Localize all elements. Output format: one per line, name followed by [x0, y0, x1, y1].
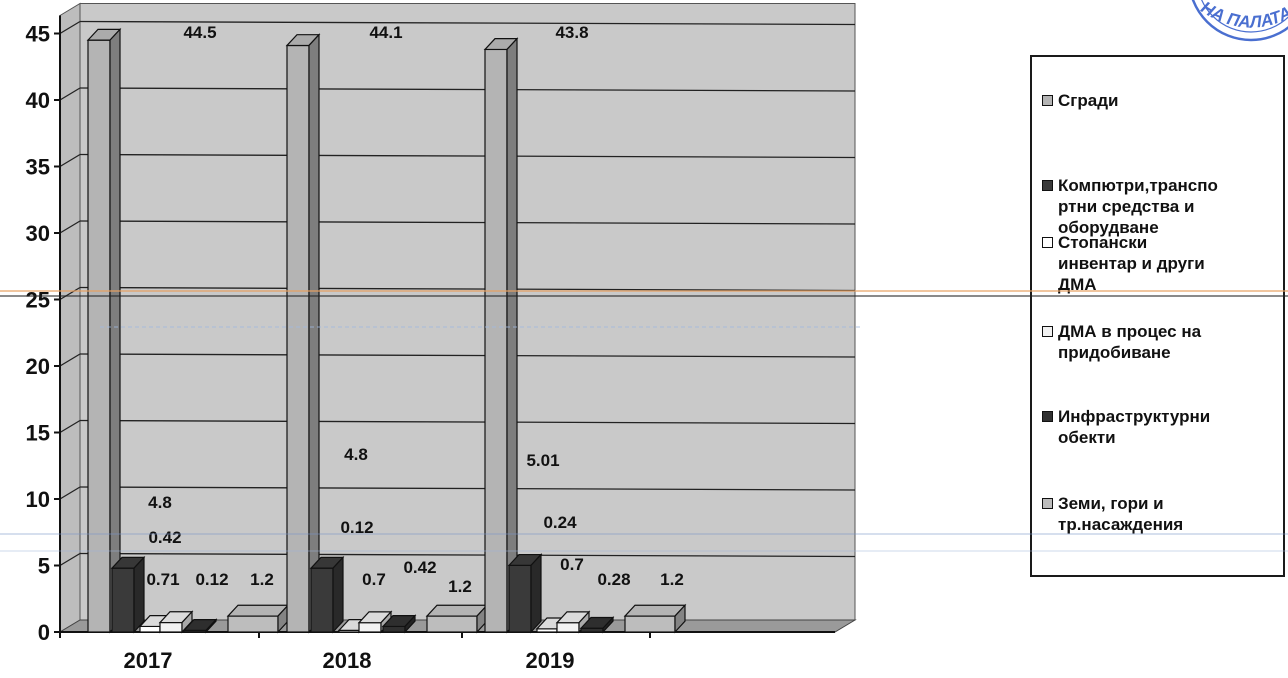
y-tick-label: 0: [38, 620, 50, 645]
bar-2017-acquisition: [159, 621, 183, 633]
bar-2017-infrastructure-side: [205, 618, 217, 634]
data-label: 1.2: [448, 577, 472, 596]
gridline-side: [59, 552, 81, 567]
bar-2019-land-side: [674, 603, 686, 634]
gridline: [79, 20, 856, 26]
bar-2017-buildings: [87, 39, 111, 633]
data-label: 1.2: [660, 570, 684, 589]
gridline: [79, 286, 856, 292]
bar-2018-computers-side: [332, 555, 344, 634]
gridline: [79, 419, 856, 425]
y-tick-label: 15: [26, 421, 50, 446]
bar-2019-computers-side: [530, 553, 542, 634]
x-tick-label: 2019: [526, 648, 575, 673]
legend-swatch: [1042, 237, 1053, 248]
gridline: [79, 87, 856, 92]
data-label: 44.1: [369, 23, 402, 42]
y-tick-label: 25: [26, 288, 50, 313]
y-tick-label: 40: [26, 88, 50, 113]
data-label: 0.42: [148, 528, 181, 547]
legend-label: Компютри,транспо ртни средства и оборудв…: [1058, 176, 1218, 237]
bar-2018-buildings-side: [308, 33, 320, 634]
bar-2019-acquisition: [556, 622, 580, 633]
bar-2017-computers-side: [133, 555, 145, 634]
data-label: 0.24: [543, 513, 577, 532]
legend-item-assets-in-acquisition: ДМА в процес на придобиване: [1042, 321, 1282, 363]
data-label: 0.12: [340, 518, 373, 537]
gridline-side: [59, 353, 81, 367]
gridline-side: [59, 20, 81, 35]
legend-item-computers-vehicles-equipment: Компютри,транспо ртни средства и оборудв…: [1042, 175, 1282, 238]
gridline: [79, 552, 856, 558]
data-label: 0.42: [403, 558, 436, 577]
bar-2018-buildings: [286, 44, 310, 633]
x-tick-label: 2018: [323, 648, 372, 673]
y-tick-label: 30: [26, 221, 50, 246]
gridline: [79, 220, 856, 225]
bar-2018-land: [426, 615, 478, 633]
data-label: 0.7: [362, 570, 386, 589]
legend-label: Сгради: [1058, 91, 1119, 110]
data-label: 0.7: [560, 555, 584, 574]
legend-item-household-inventory: Стопански инвентар и други ДМА: [1042, 232, 1282, 295]
gridline-side: [59, 419, 81, 434]
data-label: 4.8: [344, 445, 368, 464]
y-tick-label: 35: [26, 155, 50, 180]
legend-item-buildings: Сгради: [1042, 90, 1282, 111]
legend-label: Земи, гори и тр.насаждения: [1058, 494, 1184, 534]
bar-2017-computers: [111, 567, 135, 633]
bar-2019-buildings-side: [506, 37, 518, 634]
bar-2019-computers: [508, 564, 532, 633]
gridline: [79, 353, 856, 358]
gridline: [79, 486, 856, 491]
y-tick-label: 45: [26, 22, 50, 47]
legend: Сгради Компютри,транспо ртни средства и …: [1030, 55, 1285, 577]
bar-2017-inventory: [139, 625, 161, 633]
data-label: 0.12: [195, 570, 228, 589]
bar-2018-infrastructure: [382, 625, 406, 633]
bar-2017-land: [227, 615, 279, 633]
x-tick-label: 2017: [124, 648, 173, 673]
back-wall: [79, 3, 856, 621]
legend-label: Стопански инвентар и други ДМА: [1058, 233, 1205, 294]
bar-2019-land: [624, 615, 676, 633]
gridline-side: [59, 87, 81, 101]
y-tick-label: 5: [38, 554, 50, 579]
data-label: 0.28: [597, 570, 630, 589]
stamp-seal: НА ПАЛАТА: [1191, 0, 1288, 42]
bar-2018-acquisition: [358, 622, 382, 633]
data-label: 1.2: [250, 570, 274, 589]
legend-swatch: [1042, 326, 1053, 337]
y-tick-label: 20: [26, 354, 50, 379]
gridline-side: [59, 220, 81, 234]
legend-swatch: [1042, 180, 1053, 191]
data-label: 5.01: [526, 451, 559, 470]
gridline-side: [59, 286, 81, 301]
bar-2019-infrastructure-side: [602, 615, 614, 634]
bar-2018-computers: [310, 567, 334, 633]
gridline: [79, 153, 856, 159]
legend-label: Инфраструктурни обекти: [1058, 407, 1211, 447]
legend-swatch: [1042, 411, 1053, 422]
data-label: 4.8: [148, 493, 172, 512]
legend-item-infrastructure: Инфраструктурни обекти: [1042, 406, 1282, 448]
legend-swatch: [1042, 498, 1053, 509]
data-label: 43.8: [555, 23, 588, 42]
legend-item-land-forests: Земи, гори и тр.насаждения: [1042, 493, 1282, 535]
legend-swatch: [1042, 95, 1053, 106]
bar-2017-buildings-side: [109, 27, 121, 634]
legend-label: ДМА в процес на придобиване: [1058, 322, 1202, 362]
gridline-side: [59, 486, 81, 500]
bar-2018-infrastructure-side: [404, 614, 416, 634]
data-label: 0.71: [146, 570, 179, 589]
gridline-side: [59, 153, 81, 168]
bar-2019-buildings: [484, 48, 508, 633]
data-label: 44.5: [183, 23, 216, 42]
y-tick-label: 10: [26, 487, 50, 512]
